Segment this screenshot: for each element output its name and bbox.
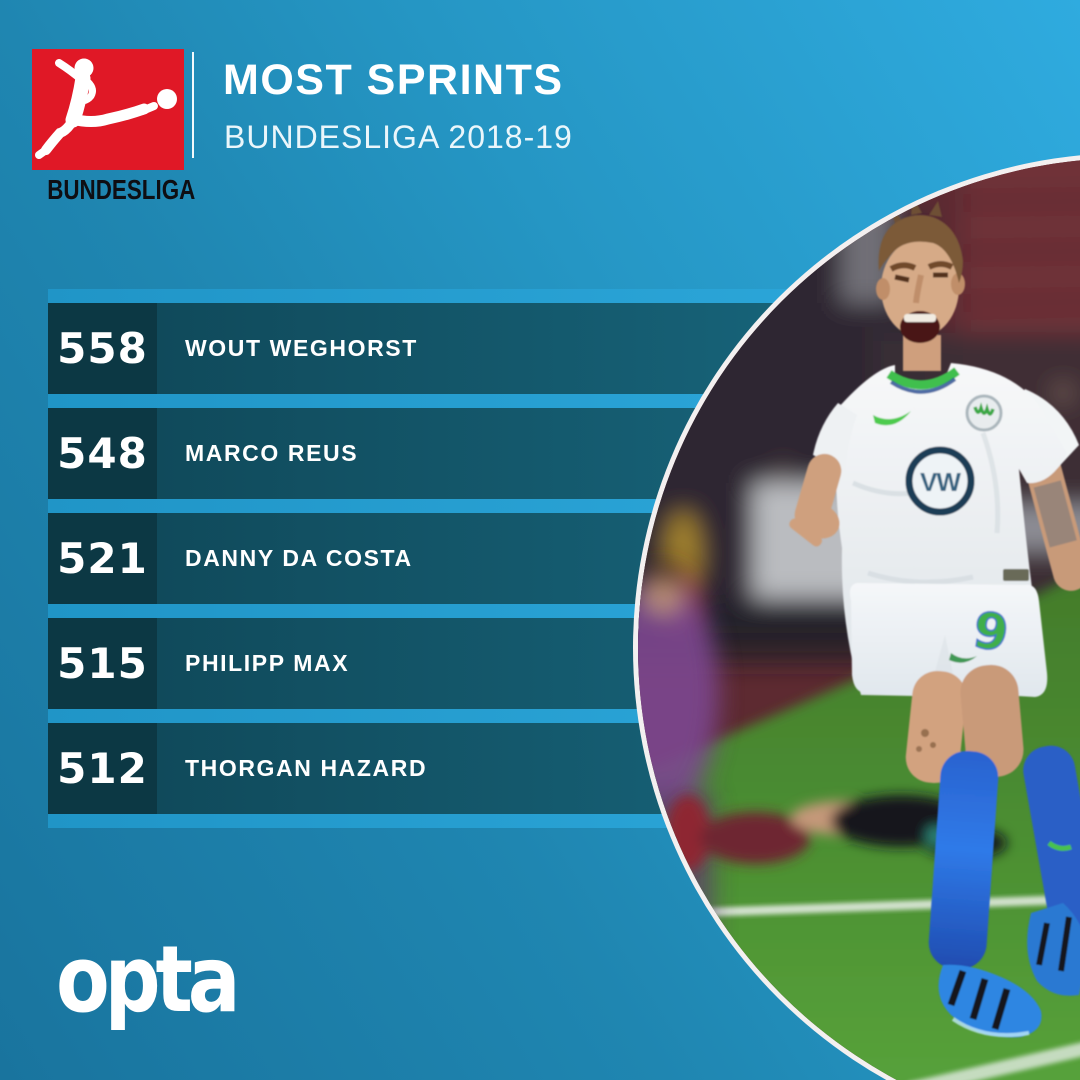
bundesliga-crest-icon: [32, 49, 184, 170]
opta-logo: opta: [56, 926, 241, 1033]
page-subtitle: BUNDESLIGA 2018-19: [224, 119, 573, 155]
sprint-count: 515: [48, 618, 157, 709]
blurred-goalkeeper: [638, 564, 719, 953]
page-title: MOST SPRINTS: [223, 56, 564, 104]
sprint-count: 548: [48, 408, 157, 499]
player-photo-illustration: VW 9: [638, 158, 1080, 1080]
bundesliga-wordmark: BUNDESLIGA: [47, 174, 196, 205]
fallen-player: [666, 795, 1007, 871]
vw-badge-text: VW: [920, 467, 961, 497]
player-photo-circle: VW 9: [633, 153, 1080, 1080]
sprint-count: 558: [48, 303, 157, 394]
vw-badge-icon: [905, 446, 975, 516]
celebrating-player: VW 9: [789, 197, 1080, 1038]
sprint-count: 521: [48, 513, 157, 604]
sprint-count: 512: [48, 723, 157, 814]
header-divider: [192, 52, 194, 158]
